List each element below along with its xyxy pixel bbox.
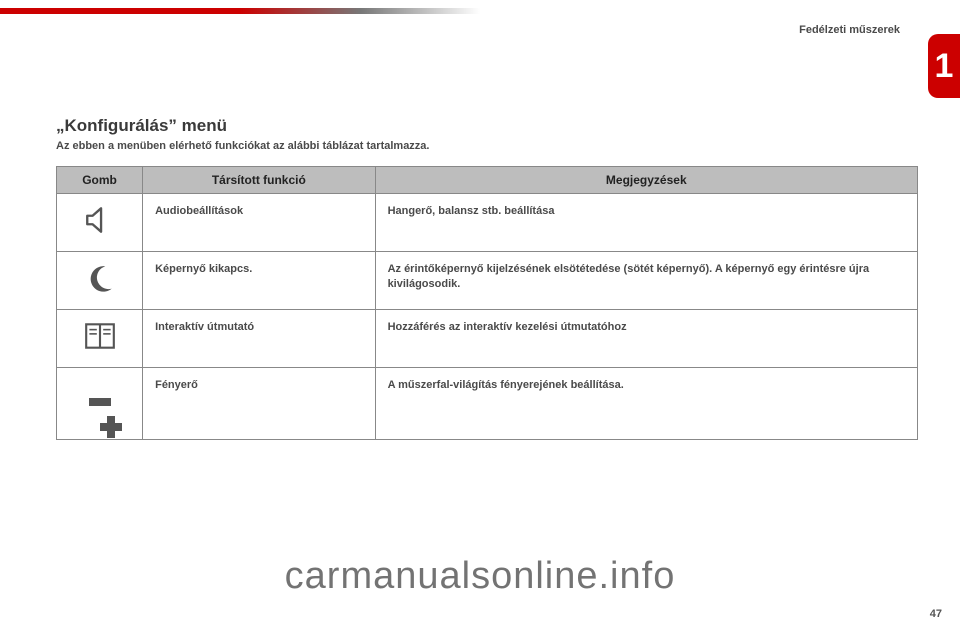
top-accent-bar <box>0 8 240 14</box>
cell-note: Hangerő, balansz stb. beállítása <box>375 194 917 252</box>
section-label: Fedélzeti műszerek <box>799 24 900 36</box>
table-row: Fényerő A műszerfal-világítás fényerején… <box>57 368 918 440</box>
functions-table: Gomb Társított funkció Megjegyzések Audi… <box>56 166 918 440</box>
menu-subtitle: Az ebben a menüben elérhető funkciókat a… <box>56 140 918 152</box>
cell-func: Interaktív útmutató <box>143 310 375 368</box>
brightness-icon <box>57 368 143 440</box>
book-icon <box>57 310 143 368</box>
moon-icon <box>57 252 143 310</box>
book-icon-svg <box>83 319 117 353</box>
col-megjegyzesek: Megjegyzések <box>375 167 917 194</box>
cell-func: Fényerő <box>143 368 375 440</box>
menu-title: „Konfigurálás” menü <box>56 116 918 136</box>
moon-icon-svg <box>83 261 117 295</box>
table-row: Képernyő kikapcs. Az érintőképernyő kije… <box>57 252 918 310</box>
table-row: Interaktív útmutató Hozzáférés az intera… <box>57 310 918 368</box>
table-row: Audiobeállítások Hangerő, balansz stb. b… <box>57 194 918 252</box>
col-gomb: Gomb <box>57 167 143 194</box>
cell-func: Képernyő kikapcs. <box>143 252 375 310</box>
speaker-icon <box>57 194 143 252</box>
cell-note: A műszerfal-világítás fényerejének beáll… <box>375 368 917 440</box>
chapter-tab: 1 <box>928 34 960 98</box>
speaker-icon-svg <box>83 203 117 237</box>
cell-note: Az érintőképernyő kijelzésének elsötéted… <box>375 252 917 310</box>
content-area: „Konfigurálás” menü Az ebben a menüben e… <box>56 116 918 440</box>
cell-func: Audiobeállítások <box>143 194 375 252</box>
col-funkcio: Társított funkció <box>143 167 375 194</box>
minus-icon <box>89 398 111 406</box>
watermark: carmanualsonline.info <box>0 555 960 598</box>
table-header-row: Gomb Társított funkció Megjegyzések <box>57 167 918 194</box>
top-accent-fade <box>240 8 480 14</box>
page-number: 47 <box>930 608 942 620</box>
cell-note: Hozzáférés az interaktív kezelési útmuta… <box>375 310 917 368</box>
